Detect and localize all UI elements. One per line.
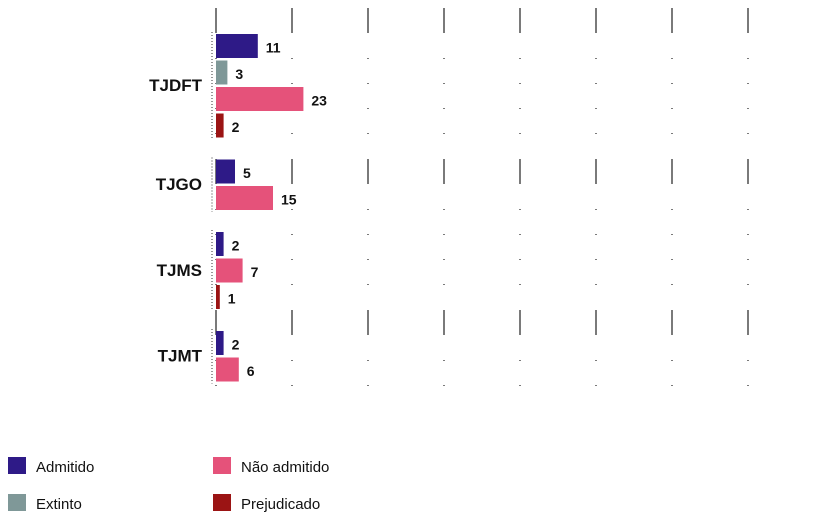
value-label: 7: [251, 264, 259, 280]
legend-label: Extinto: [36, 496, 82, 513]
value-label: 15: [281, 192, 297, 208]
category-label: TJGO: [156, 175, 202, 194]
bar: [216, 357, 239, 382]
category-label: TJDFT: [149, 76, 203, 95]
category-label: TJMT: [158, 347, 203, 366]
legend-swatch: [213, 494, 231, 511]
legend-swatch: [8, 457, 26, 474]
legend-swatch: [213, 457, 231, 474]
category-label: TJMS: [157, 261, 202, 280]
bar: [216, 285, 220, 309]
bar: [216, 60, 228, 85]
value-label: 6: [247, 363, 255, 379]
bar: [216, 258, 243, 283]
legend-label: Admitido: [36, 459, 94, 476]
bar: [216, 331, 224, 355]
legend-label: Não admitido: [241, 459, 329, 476]
value-label: 11: [266, 40, 281, 56]
bar: [216, 34, 258, 58]
value-label: 2: [232, 119, 240, 135]
bar: [216, 159, 235, 184]
value-label: 2: [232, 337, 240, 353]
bar: [216, 186, 273, 210]
legend-label: Prejudicado: [241, 496, 320, 513]
value-label: 2: [232, 238, 240, 254]
bar: [216, 232, 224, 256]
value-label: 1: [228, 291, 236, 307]
legend-swatch: [8, 494, 26, 511]
value-label: 3: [235, 66, 243, 82]
bar: [216, 113, 224, 138]
bar: [216, 87, 304, 111]
value-label: 23: [311, 93, 327, 109]
value-label: 5: [243, 165, 251, 181]
